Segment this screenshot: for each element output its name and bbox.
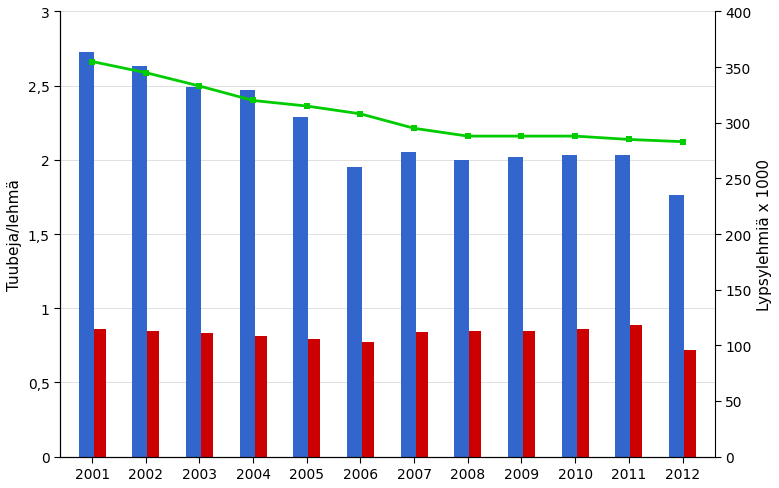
Bar xyxy=(508,158,523,457)
Bar xyxy=(454,161,470,457)
Bar xyxy=(255,337,266,457)
Bar xyxy=(93,329,105,457)
Bar xyxy=(416,332,428,457)
Y-axis label: Lypsylehmiä x 1000: Lypsylehmiä x 1000 xyxy=(757,159,772,310)
Bar xyxy=(240,91,255,457)
Bar xyxy=(669,196,684,457)
Bar xyxy=(132,67,147,457)
Bar xyxy=(523,331,535,457)
Bar xyxy=(576,329,589,457)
Bar xyxy=(562,156,576,457)
Bar xyxy=(308,340,320,457)
Bar xyxy=(630,325,642,457)
Bar xyxy=(79,52,93,457)
Bar xyxy=(400,153,416,457)
Bar xyxy=(347,168,362,457)
Bar xyxy=(615,156,630,457)
Bar xyxy=(147,331,159,457)
Bar xyxy=(294,118,308,457)
Bar xyxy=(470,331,481,457)
Bar xyxy=(201,334,213,457)
Bar xyxy=(684,350,696,457)
Bar xyxy=(362,343,374,457)
Y-axis label: Tuubeja/lehmä: Tuubeja/lehmä xyxy=(7,179,22,290)
Bar xyxy=(186,88,201,457)
